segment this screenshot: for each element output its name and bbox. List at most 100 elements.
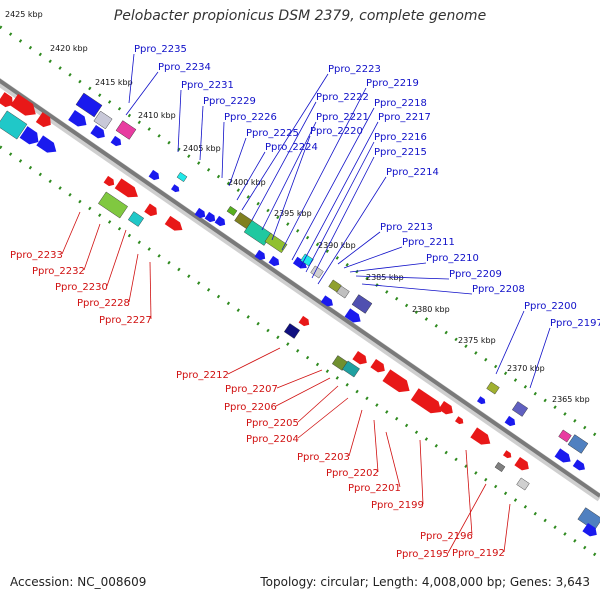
reverse-gene-leader — [276, 369, 323, 389]
forward-gene-label: Ppro_2208 — [472, 284, 525, 295]
forward-gene-label: Ppro_2234 — [158, 62, 211, 73]
forward-gene-label: Ppro_2197 — [550, 318, 600, 329]
gene-arrow — [504, 415, 516, 427]
gene-arrow — [114, 178, 138, 198]
reverse-gene-leader — [275, 377, 331, 407]
ruler-label: 2410 kbp — [138, 111, 176, 120]
gene-arrow — [194, 207, 206, 219]
forward-gene-label: Ppro_2216 — [374, 132, 427, 143]
ruler-label: 2425 kbp — [5, 10, 43, 19]
reverse-gene-leader — [447, 483, 487, 554]
gene-glyphs — [0, 92, 600, 537]
gene-arrow — [254, 249, 266, 261]
forward-gene-label: Ppro_2231 — [181, 80, 234, 91]
forward-gene-label: Ppro_2215 — [374, 147, 427, 158]
ruler-label: 2395 kbp — [274, 209, 312, 218]
reverse-gene-label: Ppro_2196 — [420, 531, 473, 542]
gene-arrow — [370, 358, 385, 373]
forward-gene-leader — [337, 231, 381, 265]
reverse-gene-leader — [83, 223, 101, 271]
reverse-gene-label: Ppro_2205 — [246, 418, 299, 429]
gene-box — [511, 401, 529, 417]
gene-box — [577, 507, 600, 531]
gene-box — [342, 360, 360, 378]
reverse-gene-label: Ppro_2206 — [224, 402, 277, 413]
ruler-label: 2390 kbp — [318, 241, 356, 250]
ruler-label: 2365 kbp — [552, 395, 590, 404]
reverse-gene-leader — [128, 253, 139, 303]
ruler-label: 2375 kbp — [458, 336, 496, 345]
gene-box — [351, 294, 373, 314]
gene-box — [115, 120, 137, 140]
forward-gene-leader — [281, 87, 367, 251]
backbone-line — [0, 78, 600, 498]
reverse-gene-leader — [297, 385, 339, 423]
gene-arrow — [103, 175, 115, 187]
reverse-gene-label: Ppro_2195 — [396, 549, 449, 560]
gene-arrow — [477, 396, 486, 405]
gene-arrow — [0, 92, 13, 108]
forward-gene-leader — [236, 151, 266, 201]
ruler-label: 2405 kbp — [183, 144, 221, 153]
forward-gene-label: Ppro_2200 — [524, 301, 577, 312]
forward-gene-label: Ppro_2222 — [316, 92, 369, 103]
gene-arrow — [572, 459, 585, 471]
ruler-label: 2385 kbp — [366, 273, 404, 282]
forward-gene-leader — [299, 121, 379, 269]
accession-text: Accession: NC_008609 — [10, 575, 147, 589]
gene-arrow — [268, 255, 280, 267]
gene-arrow — [582, 522, 597, 537]
forward-gene-leader — [261, 121, 317, 231]
reverse-gene-leader — [373, 419, 379, 473]
label-leaders — [61, 53, 551, 554]
forward-gene-leader — [199, 105, 204, 161]
forward-gene-label: Ppro_2210 — [426, 253, 479, 264]
genome-title: Pelobacter propionicus DSM 2379, complet… — [113, 8, 487, 24]
reverse-gene-leader — [227, 347, 281, 375]
reverse-gene-label: Ppro_2233 — [10, 250, 63, 261]
gene-box — [283, 323, 301, 339]
reverse-gene-label: Ppro_2204 — [246, 434, 299, 445]
gene-box — [98, 191, 128, 219]
forward-gene-leader — [495, 310, 525, 375]
forward-gene-label: Ppro_2213 — [380, 222, 433, 233]
gene-arrow — [164, 215, 183, 231]
forward-gene-leader — [305, 141, 375, 273]
gene-box — [226, 205, 238, 217]
reverse-gene-leader — [297, 397, 349, 439]
reverse-gene-label: Ppro_2228 — [77, 298, 130, 309]
forward-gene-leader — [361, 283, 473, 295]
reverse-gene-label: Ppro_2199 — [371, 500, 424, 511]
forward-gene-leader — [221, 121, 225, 179]
gene-box — [494, 461, 506, 473]
gene-arrow — [214, 215, 226, 227]
forward-gene-label: Ppro_2225 — [246, 128, 299, 139]
forward-gene-label: Ppro_2223 — [328, 64, 381, 75]
gene-box — [264, 232, 288, 254]
forward-gene-label: Ppro_2214 — [386, 167, 439, 178]
forward-gene-label: Ppro_2235 — [134, 44, 187, 55]
reverse-gene-leader — [61, 211, 81, 255]
gene-box — [176, 171, 188, 183]
ruler-label: 2370 kbp — [507, 364, 545, 373]
reverse-gene-label: Ppro_2202 — [326, 468, 379, 479]
forward-gene-leader — [271, 135, 311, 241]
ruler-label: 2420 kbp — [50, 44, 88, 53]
forward-gene-leader — [241, 73, 329, 211]
reverse-gene-label: Ppro_2203 — [297, 452, 350, 463]
forward-gene-label: Ppro_2229 — [203, 96, 256, 107]
forward-gene-label: Ppro_2220 — [310, 126, 363, 137]
gene-arrow — [10, 93, 36, 116]
gene-arrow — [110, 135, 122, 147]
gene-box — [558, 429, 572, 443]
forward-gene-leader — [311, 156, 375, 279]
forward-gene-label: Ppro_2221 — [316, 112, 369, 123]
reverse-gene-label: Ppro_2207 — [225, 384, 278, 395]
gene-arrow — [171, 184, 180, 193]
gene-arrow — [19, 126, 39, 145]
forward-gene-label: Ppro_2209 — [449, 269, 502, 280]
forward-gene-leader — [125, 71, 159, 116]
gene-box — [127, 211, 145, 227]
reverse-gene-label: Ppro_2201 — [348, 483, 401, 494]
